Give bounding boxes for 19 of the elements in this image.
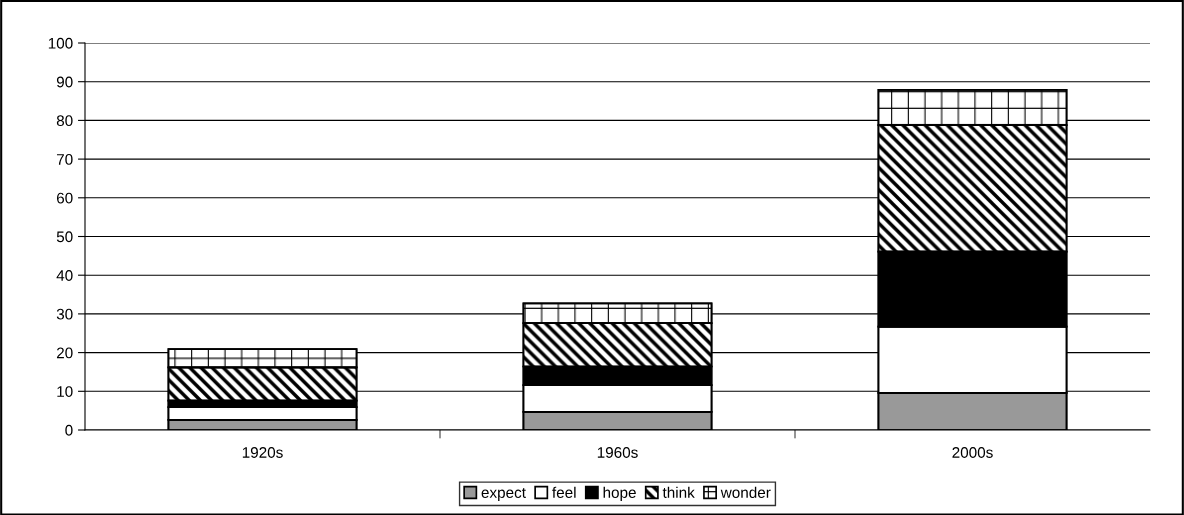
y-tick-label: 0 (65, 424, 73, 436)
legend-label: expect (481, 487, 526, 501)
legend-label: feel (552, 486, 576, 498)
legend-label: wonder (720, 486, 771, 498)
y-tick-label: 90 (56, 76, 73, 88)
y-tick-label: 100 (48, 37, 73, 49)
y-tick-label: 60 (56, 192, 73, 204)
x-tick-label: 1920s (242, 447, 283, 458)
y-tick-label: 40 (56, 270, 73, 281)
legend-label: hope (603, 486, 636, 501)
legend-label: think (662, 486, 695, 498)
y-tick-label: 80 (56, 115, 73, 127)
y-tick-label: 20 (56, 347, 73, 359)
y-tick-label: 50 (56, 231, 73, 243)
y-tick-label: 10 (57, 386, 73, 397)
y-tick-label: 70 (56, 153, 73, 165)
y-tick-label: 30 (56, 308, 73, 320)
x-tick-label: 1960s (597, 447, 638, 458)
x-tick-label: 2000s (952, 447, 993, 458)
